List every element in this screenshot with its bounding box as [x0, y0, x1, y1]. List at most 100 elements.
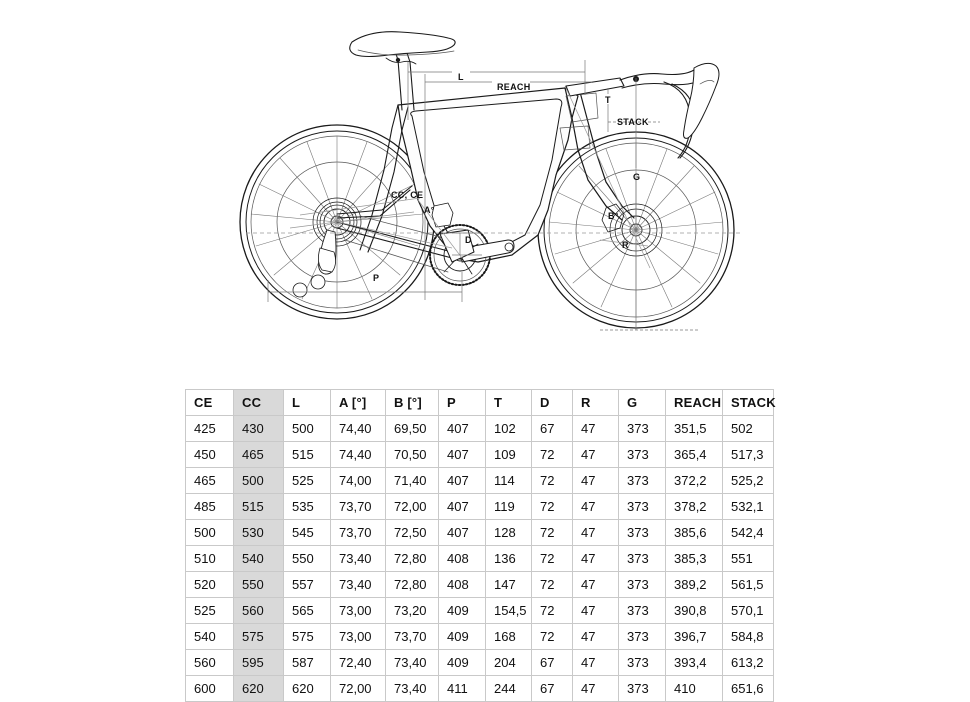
cell-t: 128 [485, 519, 532, 546]
cell-g: 373 [618, 441, 666, 468]
cell-reach: 385,6 [665, 519, 723, 546]
cell-t: 204 [485, 649, 532, 676]
cell-reach: 390,8 [665, 597, 723, 624]
cell-a: 74,40 [330, 441, 386, 468]
table-row: 600 620 620 72,00 73,40 411 244 67 47 373 410 651,6 [185, 675, 774, 702]
cell-b: 72,80 [385, 571, 439, 598]
table-body: 425 430 500 74,40 69,50 407 102 67 47 373 351,5 502… [185, 415, 774, 702]
col-header-l[interactable]: L [283, 389, 331, 416]
label-reach: REACH [497, 82, 531, 92]
table-header-row: CE CC L A [°] B [°] P T D R G REACH STACK [185, 389, 776, 416]
label-G: G [633, 172, 641, 182]
cell-r: 47 [572, 467, 619, 494]
col-header-p[interactable]: P [438, 389, 486, 416]
bike-geometry-diagram: L REACH T STACK G CC, CE A° B° R D P [239, 31, 740, 331]
cell-r: 47 [572, 415, 619, 442]
table-row: 500 530 545 73,70 72,50 407 128 72 47 373 385,6 542… [185, 519, 774, 546]
cell-d: 72 [531, 519, 573, 546]
cell-ce: 425 [185, 415, 234, 442]
col-header-ce[interactable]: CE [185, 389, 234, 416]
cell-b: 73,40 [385, 675, 439, 702]
table-row: 425 430 500 74,40 69,50 407 102 67 47 373 351,5 502 [185, 415, 774, 442]
cell-r: 47 [572, 545, 619, 572]
table-row: 485 515 535 73,70 72,00 407 119 72 47 373 378,2 532… [185, 493, 774, 520]
cell-t: 109 [485, 441, 532, 468]
cell-reach: 389,2 [665, 571, 723, 598]
cell-p: 407 [438, 467, 486, 494]
cell-a: 73,40 [330, 571, 386, 598]
cell-l: 525 [283, 467, 331, 494]
cell-p: 411 [438, 675, 486, 702]
cell-p: 407 [438, 519, 486, 546]
cell-stack: 525,2 [722, 467, 774, 494]
col-header-cc[interactable]: CC [233, 389, 284, 416]
cell-reach: 396,7 [665, 623, 723, 650]
cell-stack: 517,3 [722, 441, 774, 468]
cell-r: 47 [572, 649, 619, 676]
cell-d: 67 [531, 675, 573, 702]
cell-cc: 550 [233, 571, 284, 598]
cell-ce: 525 [185, 597, 234, 624]
cell-ce: 510 [185, 545, 234, 572]
cell-cc: 515 [233, 493, 284, 520]
cell-reach: 385,3 [665, 545, 723, 572]
cell-cc: 620 [233, 675, 284, 702]
cell-d: 72 [531, 545, 573, 572]
cell-b: 72,80 [385, 545, 439, 572]
table-row: 450 465 515 74,40 70,50 407 109 72 47 373 365,4 517… [185, 441, 774, 468]
handlebar-and-stem [565, 62, 720, 159]
col-header-r[interactable]: R [572, 389, 619, 416]
col-header-stack[interactable]: STACK [722, 389, 776, 416]
col-header-reach[interactable]: REACH [665, 389, 723, 416]
cell-l: 565 [283, 597, 331, 624]
cell-b: 70,50 [385, 441, 439, 468]
col-header-b[interactable]: B [°] [385, 389, 439, 416]
cell-b: 71,40 [385, 467, 439, 494]
cell-stack: 542,4 [722, 519, 774, 546]
cell-b: 72,00 [385, 493, 439, 520]
cell-l: 620 [283, 675, 331, 702]
cell-ce: 485 [185, 493, 234, 520]
cell-l: 550 [283, 545, 331, 572]
cell-d: 72 [531, 441, 573, 468]
cell-reach: 365,4 [665, 441, 723, 468]
cell-g: 373 [618, 545, 666, 572]
cell-r: 47 [572, 493, 619, 520]
cell-p: 409 [438, 623, 486, 650]
cell-g: 373 [618, 493, 666, 520]
cell-stack: 570,1 [722, 597, 774, 624]
saddle-and-seatpost [349, 31, 456, 111]
table-row: 540 575 575 73,00 73,70 409 168 72 47 373 396,7 584… [185, 623, 774, 650]
fork-and-headtube [559, 87, 635, 221]
cell-t: 168 [485, 623, 532, 650]
col-header-g[interactable]: G [618, 389, 666, 416]
cell-cc: 595 [233, 649, 284, 676]
cell-d: 67 [531, 649, 573, 676]
cell-stack: 532,1 [722, 493, 774, 520]
label-R: R [622, 240, 629, 250]
cell-stack: 584,8 [722, 623, 774, 650]
cell-p: 407 [438, 415, 486, 442]
cell-p: 407 [438, 441, 486, 468]
cell-ce: 560 [185, 649, 234, 676]
label-B-angle: B° [608, 211, 619, 221]
cell-t: 147 [485, 571, 532, 598]
cell-cc: 465 [233, 441, 284, 468]
cell-stack: 613,2 [722, 649, 774, 676]
cell-cc: 575 [233, 623, 284, 650]
cell-g: 373 [618, 649, 666, 676]
cell-cc: 530 [233, 519, 284, 546]
cell-ce: 465 [185, 467, 234, 494]
col-header-d[interactable]: D [531, 389, 573, 416]
cell-p: 409 [438, 597, 486, 624]
col-header-a[interactable]: A [°] [330, 389, 386, 416]
cell-g: 373 [618, 415, 666, 442]
table-row: 525 560 565 73,00 73,20 409 154,5 72 47 373 390,8 5… [185, 597, 774, 624]
cell-l: 515 [283, 441, 331, 468]
cell-reach: 393,4 [665, 649, 723, 676]
col-header-t[interactable]: T [485, 389, 532, 416]
cell-b: 72,50 [385, 519, 439, 546]
cell-p: 408 [438, 545, 486, 572]
label-D: D [465, 235, 472, 245]
cell-stack: 561,5 [722, 571, 774, 598]
